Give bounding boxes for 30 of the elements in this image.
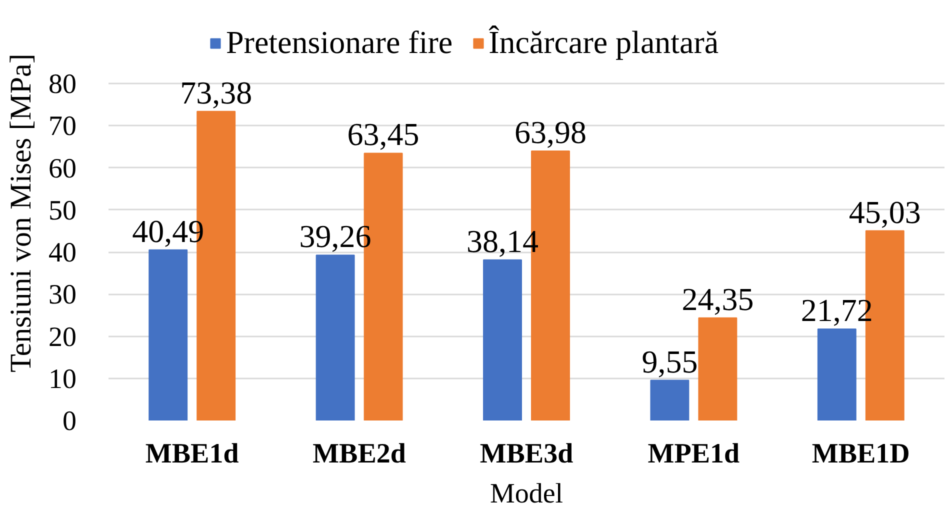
y-tick-label: 20: [48, 322, 76, 353]
x-tick-label: MBE3d: [480, 438, 574, 470]
bar: [148, 249, 188, 420]
legend-label: Încărcare plantară: [488, 24, 719, 61]
data-label: 63,98: [514, 114, 586, 150]
data-label: 73,38: [180, 74, 252, 110]
bar: [817, 328, 856, 420]
data-label: 24,35: [682, 280, 754, 317]
y-tick-label: 80: [48, 69, 76, 100]
y-tick-label: 30: [48, 280, 76, 311]
y-tick-label: 60: [48, 153, 76, 184]
y-tick-label: 50: [48, 195, 76, 226]
y-tick-label: 10: [48, 364, 76, 395]
bar: [483, 259, 522, 420]
data-label: 9,55: [642, 343, 698, 380]
x-tick-label: MBE2d: [312, 438, 406, 470]
x-tick-label: MPE1d: [648, 438, 740, 470]
y-tick-label: 40: [48, 238, 76, 268]
bar: [316, 254, 355, 420]
data-label: 45,03: [848, 194, 921, 230]
y-tick-label: 70: [48, 111, 76, 142]
bar: [650, 380, 690, 420]
y-axis-title: Tensiuni von Mises [MPa]: [4, 54, 38, 372]
bar: [698, 317, 738, 420]
legend-label: Pretensionare fire: [226, 24, 453, 61]
data-label: 63,45: [347, 116, 420, 152]
y-tick-label: 0: [62, 406, 76, 437]
x-tick-label: MBE1D: [812, 438, 910, 470]
x-axis-title: Model: [490, 478, 564, 510]
x-tick-label: MBE1d: [145, 438, 240, 470]
